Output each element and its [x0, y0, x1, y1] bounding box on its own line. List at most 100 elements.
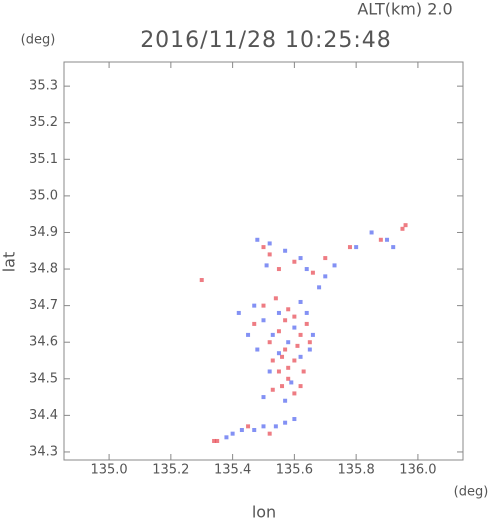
data-point — [307, 347, 312, 352]
data-point — [273, 424, 278, 429]
data-point — [323, 274, 328, 279]
data-point — [273, 296, 278, 301]
x-tick-label: 136.0 — [399, 463, 436, 478]
data-point — [286, 365, 291, 370]
data-point — [378, 237, 383, 242]
y-tick-label: 35.1 — [29, 152, 58, 167]
chart-title: 2016/11/28 10:25:48 — [140, 28, 392, 53]
data-point — [276, 369, 281, 374]
data-point — [255, 347, 260, 352]
data-point — [310, 332, 315, 337]
data-point — [267, 431, 272, 436]
y-tick-label: 34.9 — [29, 225, 58, 240]
data-point — [270, 332, 275, 337]
y-tick-label: 35.3 — [29, 79, 58, 94]
data-point — [283, 318, 288, 323]
data-point — [317, 285, 322, 290]
data-point — [286, 307, 291, 312]
data-point — [304, 310, 309, 315]
data-point — [289, 380, 294, 385]
y-unit: (deg) — [21, 33, 56, 48]
y-axis-label: lat — [0, 252, 19, 273]
data-point — [261, 424, 266, 429]
data-point — [261, 318, 266, 323]
data-point — [298, 299, 303, 304]
data-point — [323, 256, 328, 261]
data-point — [354, 245, 359, 250]
x-tick-label: 135.0 — [90, 463, 127, 478]
data-point — [276, 267, 281, 272]
data-point — [261, 395, 266, 400]
data-point — [276, 329, 281, 334]
data-point — [252, 321, 257, 326]
data-point — [283, 420, 288, 425]
data-point — [298, 354, 303, 359]
data-point — [280, 354, 285, 359]
data-point — [239, 428, 244, 433]
y-tick-label: 34.5 — [29, 371, 58, 386]
y-tick-label: 34.7 — [29, 298, 58, 313]
y-tick-label: 34.3 — [29, 444, 58, 459]
data-point — [292, 417, 297, 422]
data-point — [385, 237, 390, 242]
altitude-label: ALT(km) 2.0 — [357, 0, 452, 19]
data-point — [270, 358, 275, 363]
y-tick-label: 35.2 — [29, 115, 58, 130]
data-point — [230, 431, 235, 436]
data-point — [264, 263, 269, 268]
y-tick-label: 34.6 — [29, 335, 58, 350]
data-point — [255, 237, 260, 242]
data-point — [252, 303, 257, 308]
data-point — [292, 259, 297, 264]
y-tick-label: 35.0 — [29, 188, 58, 203]
data-point — [292, 391, 297, 396]
data-point — [298, 256, 303, 261]
data-point — [283, 248, 288, 253]
x-tick-label: 135.6 — [276, 463, 313, 478]
data-point — [310, 270, 315, 275]
data-point — [286, 376, 291, 381]
data-point — [267, 340, 272, 345]
y-tick-label: 34.4 — [29, 408, 58, 423]
data-point — [391, 245, 396, 250]
x-axis-label: lon — [252, 503, 276, 521]
data-point — [267, 241, 272, 246]
data-point — [280, 384, 285, 389]
data-point — [276, 351, 281, 356]
data-point — [400, 226, 405, 231]
data-point — [270, 387, 275, 392]
x-tick-label: 135.4 — [214, 463, 251, 478]
data-point — [215, 438, 220, 443]
data-point — [212, 438, 217, 443]
data-point — [236, 310, 241, 315]
data-point — [286, 340, 291, 345]
data-point — [224, 435, 229, 440]
data-point — [199, 278, 204, 283]
data-point — [347, 245, 352, 250]
x-unit: (deg) — [454, 485, 489, 500]
data-point — [369, 230, 374, 235]
data-point — [261, 303, 266, 308]
x-tick-label: 135.2 — [152, 463, 189, 478]
data-point — [252, 428, 257, 433]
data-point — [283, 347, 288, 352]
y-tick-label: 34.8 — [29, 262, 58, 277]
data-point — [292, 325, 297, 330]
plot-frame — [63, 61, 464, 461]
x-tick-label: 135.8 — [338, 463, 375, 478]
data-point — [246, 424, 251, 429]
data-point — [332, 263, 337, 268]
data-point — [304, 267, 309, 272]
data-point — [276, 310, 281, 315]
data-point — [267, 252, 272, 257]
data-point — [261, 245, 266, 250]
data-point — [283, 398, 288, 403]
data-point — [292, 314, 297, 319]
data-point — [403, 223, 408, 228]
data-point — [246, 332, 251, 337]
data-point — [295, 343, 300, 348]
data-point — [304, 321, 309, 326]
data-point — [292, 358, 297, 363]
data-point — [307, 340, 312, 345]
